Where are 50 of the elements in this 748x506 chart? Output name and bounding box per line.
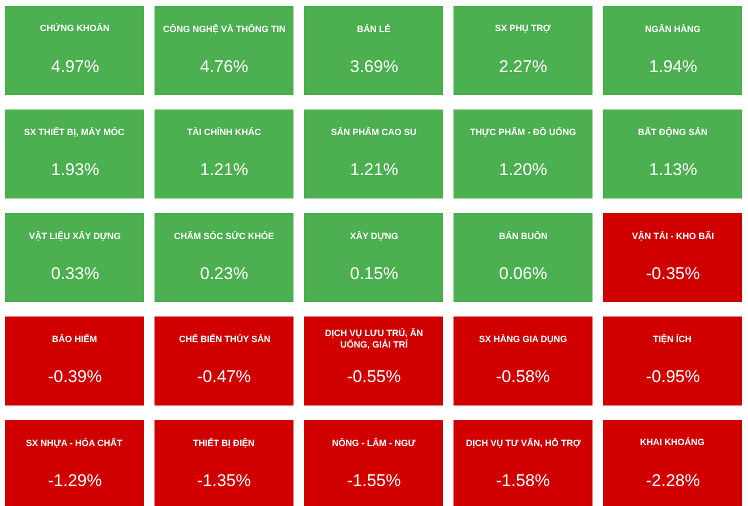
- category-label: CHĂM SÓC SỨC KHỎE: [174, 230, 274, 241]
- category-label: CHỨNG KHOÁN: [40, 23, 110, 33]
- category-label: NÔNG - LÂM - NGƯ: [332, 437, 416, 448]
- data-label: 1.93%: [51, 160, 100, 179]
- data-label: 0.06%: [499, 264, 548, 283]
- category-label: VẬN TẢI - KHO BÃI: [632, 230, 714, 241]
- data-label: 1.94%: [649, 57, 698, 76]
- category-label: NGÂN HÀNG: [645, 23, 700, 34]
- category-label: THIẾT BỊ ĐIỆN: [193, 437, 255, 448]
- category-label: BẢO HIỂM: [52, 333, 97, 344]
- data-label: 3.69%: [350, 57, 398, 76]
- category-label: SX PHỤ TRỢ: [495, 23, 552, 33]
- data-label: 1.21%: [350, 160, 398, 179]
- data-label: -0.39%: [48, 367, 102, 386]
- category-label: SẢN PHẨM CAO SU: [331, 126, 417, 137]
- category-label: XÂY DỰNG: [350, 230, 398, 241]
- data-label: 0.33%: [51, 264, 100, 283]
- category-label: KHAI KHOÁNG: [640, 437, 704, 447]
- data-label: -1.55%: [347, 471, 401, 490]
- category-label: TIỆN ÍCH: [653, 333, 692, 344]
- data-label: 0.15%: [350, 264, 398, 283]
- category-label: THỰC PHẨM - ĐỒ UỐNG: [470, 126, 576, 137]
- data-label: 1.13%: [649, 160, 698, 179]
- category-label: SX NHỰA - HÓA CHẤT: [26, 437, 123, 448]
- category-label: DỊCH VỤ TƯ VẤN, HỖ TRỢ: [466, 437, 581, 448]
- category-label: SX THIẾT BỊ, MÁY MÓC: [24, 126, 125, 137]
- data-label: -1.58%: [496, 471, 550, 490]
- data-label: -0.47%: [197, 367, 251, 386]
- category-label: TÀI CHÍNH KHÁC: [187, 127, 262, 137]
- data-label: -0.58%: [496, 367, 550, 386]
- data-label: -1.29%: [48, 471, 102, 490]
- data-label: 2.27%: [499, 57, 548, 76]
- category-label: CHẾ BIẾN THỦY SẢN: [179, 333, 270, 344]
- category-label: CÔNG NGHỆ VÀ THÔNG TIN: [163, 23, 286, 34]
- data-label: -0.35%: [646, 264, 700, 283]
- data-label: 4.97%: [51, 57, 100, 76]
- category-label: DỊCH VỤ LƯU TRÚ, ĂN UỐNG, GIẢI TRÍ: [325, 328, 423, 350]
- category-label: BÁN LẺ: [357, 23, 390, 34]
- category-label: VẬT LIỆU XÂY DỰNG: [29, 230, 121, 241]
- data-label: -2.28%: [646, 471, 700, 490]
- data-label: 4.76%: [200, 57, 248, 76]
- data-label: -0.95%: [646, 367, 700, 386]
- data-label: 0.23%: [200, 264, 248, 283]
- category-label: SX HÀNG GIA DỤNG: [479, 334, 568, 344]
- category-label: BẤT ĐỘNG SẢN: [638, 126, 708, 137]
- data-label: -0.55%: [347, 367, 401, 386]
- data-label: 1.20%: [499, 160, 548, 179]
- data-label: -1.35%: [197, 471, 251, 490]
- data-label: 1.21%: [200, 160, 248, 179]
- category-label: BÁN BUÔN: [499, 230, 548, 241]
